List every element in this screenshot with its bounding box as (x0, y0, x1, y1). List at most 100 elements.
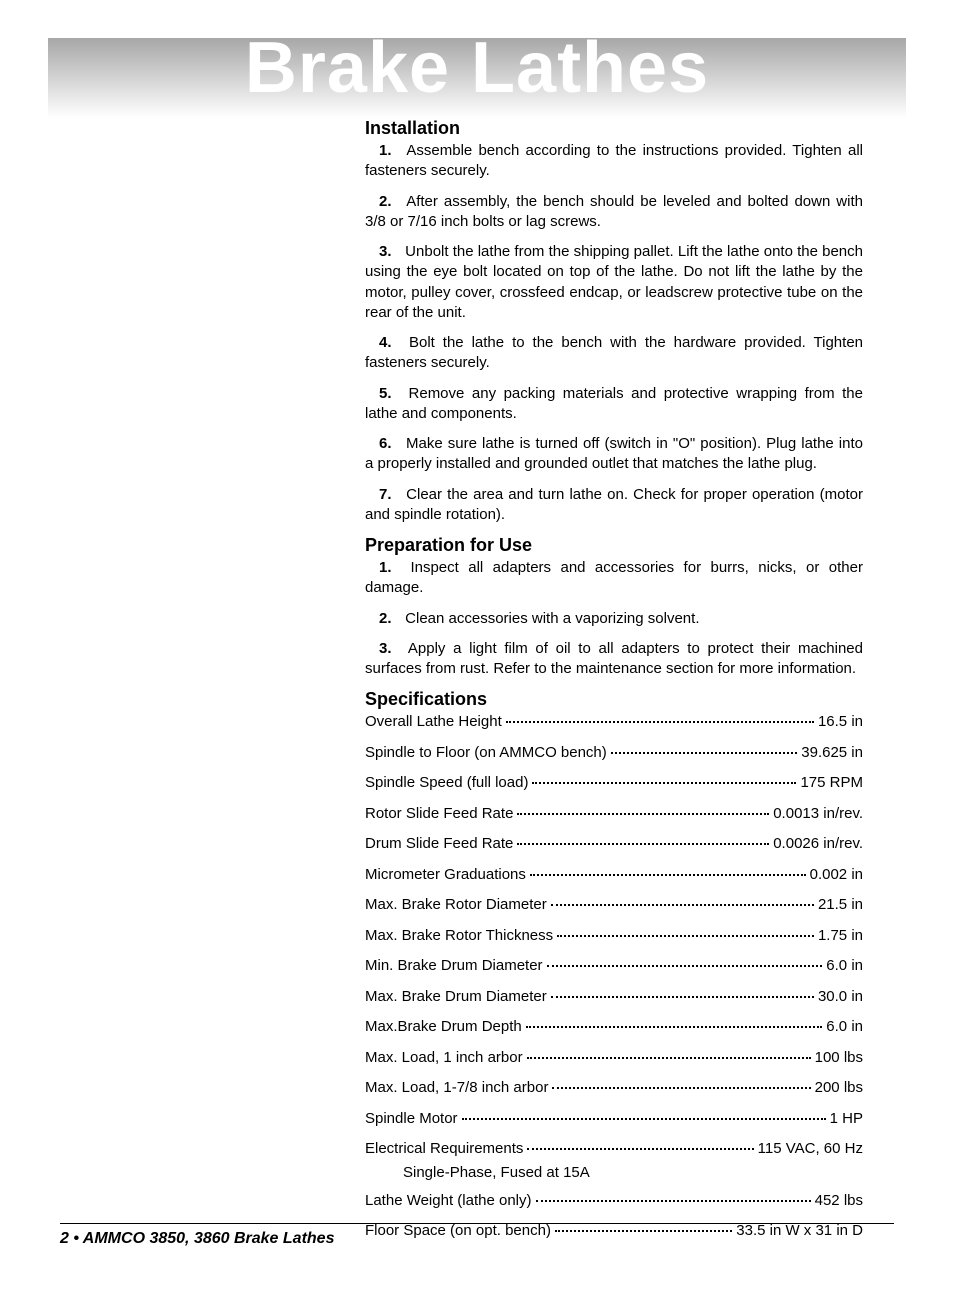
spec-dots (506, 721, 814, 723)
spec-label: Rotor Slide Feed Rate (365, 804, 513, 824)
spec-label: Floor Space (on opt. bench) (365, 1221, 551, 1241)
spec-value: 21.5 in (818, 895, 863, 915)
spec-dots (527, 1148, 753, 1150)
spec-dots (527, 1057, 811, 1059)
spec-row: Electrical Requirements 115 VAC, 60 Hz (365, 1139, 863, 1159)
spec-label: Drum Slide Feed Rate (365, 834, 513, 854)
manual-page: Brake Lathes Installation 1. Assemble be… (0, 0, 954, 1292)
spec-dots (532, 782, 796, 784)
step-text: Apply a light film of oil to all adapter… (365, 640, 863, 677)
spec-value: 200 lbs (815, 1078, 863, 1098)
spec-dots (611, 752, 797, 754)
step-number: 3. (379, 639, 401, 659)
spec-label: Electrical Requirements (365, 1139, 523, 1159)
spec-label: Overall Lathe Height (365, 712, 502, 732)
installation-step-2: 2. After assembly, the bench should be l… (365, 192, 863, 233)
step-text: Clear the area and turn lathe on. Check … (365, 486, 863, 523)
spec-label: Spindle Motor (365, 1109, 458, 1129)
spec-dots (552, 1087, 810, 1089)
step-text: Clean accessories with a vaporizing solv… (405, 610, 699, 627)
spec-row: Lathe Weight (lathe only) 452 lbs (365, 1191, 863, 1211)
spec-value: 115 VAC, 60 Hz (758, 1139, 863, 1159)
step-number: 5. (379, 384, 401, 404)
step-number: 2. (379, 192, 401, 212)
step-text: Assemble bench according to the instruct… (365, 142, 863, 179)
spec-value: 0.0026 in/rev. (773, 834, 863, 854)
spec-row: Rotor Slide Feed Rate 0.0013 in/rev. (365, 804, 863, 824)
step-number: 6. (379, 434, 401, 454)
step-text: Remove any packing materials and protect… (365, 385, 863, 422)
spec-row: Max.Brake Drum Depth 6.0 in (365, 1017, 863, 1037)
spec-value: 16.5 in (818, 712, 863, 732)
spec-label: Max. Brake Rotor Diameter (365, 895, 547, 915)
spec-row: Min. Brake Drum Diameter 6.0 in (365, 956, 863, 976)
installation-step-1: 1. Assemble bench according to the instr… (365, 141, 863, 182)
spec-dots (547, 965, 823, 967)
heading-installation: Installation (365, 118, 863, 139)
installation-step-4: 4. Bolt the lathe to the bench with the … (365, 333, 863, 374)
step-number: 1. (379, 141, 401, 161)
spec-label: Max. Load, 1 inch arbor (365, 1048, 523, 1068)
spec-dots (551, 996, 814, 998)
installation-step-6: 6. Make sure lathe is turned off (switch… (365, 434, 863, 475)
installation-step-5: 5. Remove any packing materials and prot… (365, 384, 863, 425)
step-text: Inspect all adapters and accessories for… (365, 559, 863, 596)
spec-row: Micrometer Graduations 0.002 in (365, 865, 863, 885)
spec-value: 6.0 in (826, 1017, 863, 1037)
step-text: Make sure lathe is turned off (switch in… (365, 435, 863, 472)
spec-electrical-extra: Single-Phase, Fused at 15A (365, 1164, 863, 1181)
preparation-step-2: 2. Clean accessories with a vaporizing s… (365, 609, 863, 629)
spec-value: 100 lbs (815, 1048, 863, 1068)
spec-label: Micrometer Graduations (365, 865, 526, 885)
spec-dots (530, 874, 806, 876)
spec-value: 1.75 in (818, 926, 863, 946)
spec-dots (557, 935, 814, 937)
spec-value: 6.0 in (826, 956, 863, 976)
step-number: 4. (379, 333, 401, 353)
spec-value: 0.0013 in/rev. (773, 804, 863, 824)
step-text: Unbolt the lathe from the shipping palle… (365, 243, 863, 321)
installation-step-3: 3. Unbolt the lathe from the shipping pa… (365, 242, 863, 323)
preparation-step-3: 3. Apply a light film of oil to all adap… (365, 639, 863, 680)
spec-label: Min. Brake Drum Diameter (365, 956, 543, 976)
spec-label: Max. Brake Rotor Thickness (365, 926, 553, 946)
spec-dots (536, 1200, 811, 1202)
spec-dots (551, 904, 814, 906)
spec-row: Spindle Speed (full load) 175 RPM (365, 773, 863, 793)
spec-value: 30.0 in (818, 987, 863, 1007)
spec-row: Max. Load, 1-7/8 inch arbor200 lbs (365, 1078, 863, 1098)
heading-specifications: Specifications (365, 689, 863, 710)
spec-dots (555, 1230, 732, 1232)
installation-step-7: 7. Clear the area and turn lathe on. Che… (365, 485, 863, 526)
content-column: Installation 1. Assemble bench according… (365, 0, 863, 1241)
spec-label: Spindle to Floor (on AMMCO bench) (365, 743, 607, 763)
spec-label: Max. Brake Drum Diameter (365, 987, 547, 1007)
step-text: Bolt the lathe to the bench with the har… (365, 334, 863, 371)
spec-value: 39.625 in (801, 743, 863, 763)
spec-row: Max. Load, 1 inch arbor 100 lbs (365, 1048, 863, 1068)
spec-value: 33.5 in W x 31 in D (736, 1221, 863, 1241)
spec-dots (517, 843, 769, 845)
step-number: 1. (379, 558, 401, 578)
spec-value: 452 lbs (815, 1191, 863, 1211)
heading-preparation: Preparation for Use (365, 535, 863, 556)
step-text: After assembly, the bench should be leve… (365, 193, 863, 230)
spec-value: 175 RPM (800, 773, 863, 793)
spec-label: Lathe Weight (lathe only) (365, 1191, 532, 1211)
spec-dots (526, 1026, 823, 1028)
spec-row: Spindle to Floor (on AMMCO bench) 39.625 … (365, 743, 863, 763)
spec-row: Max. Brake Rotor Thickness 1.75 in (365, 926, 863, 946)
spec-row: Drum Slide Feed Rate 0.0026 in/rev. (365, 834, 863, 854)
spec-value: 1 HP (830, 1109, 863, 1129)
spec-value: 0.002 in (810, 865, 863, 885)
spec-row: Max. Brake Rotor Diameter 21.5 in (365, 895, 863, 915)
step-number: 7. (379, 485, 401, 505)
spec-label: Max.Brake Drum Depth (365, 1017, 522, 1037)
preparation-step-1: 1. Inspect all adapters and accessories … (365, 558, 863, 599)
spec-dots (462, 1118, 826, 1120)
spec-row: Overall Lathe Height 16.5 in (365, 712, 863, 732)
step-number: 2. (379, 609, 401, 629)
spec-dots (517, 813, 769, 815)
spec-label: Spindle Speed (full load) (365, 773, 528, 793)
spec-row: Max. Brake Drum Diameter 30.0 in (365, 987, 863, 1007)
